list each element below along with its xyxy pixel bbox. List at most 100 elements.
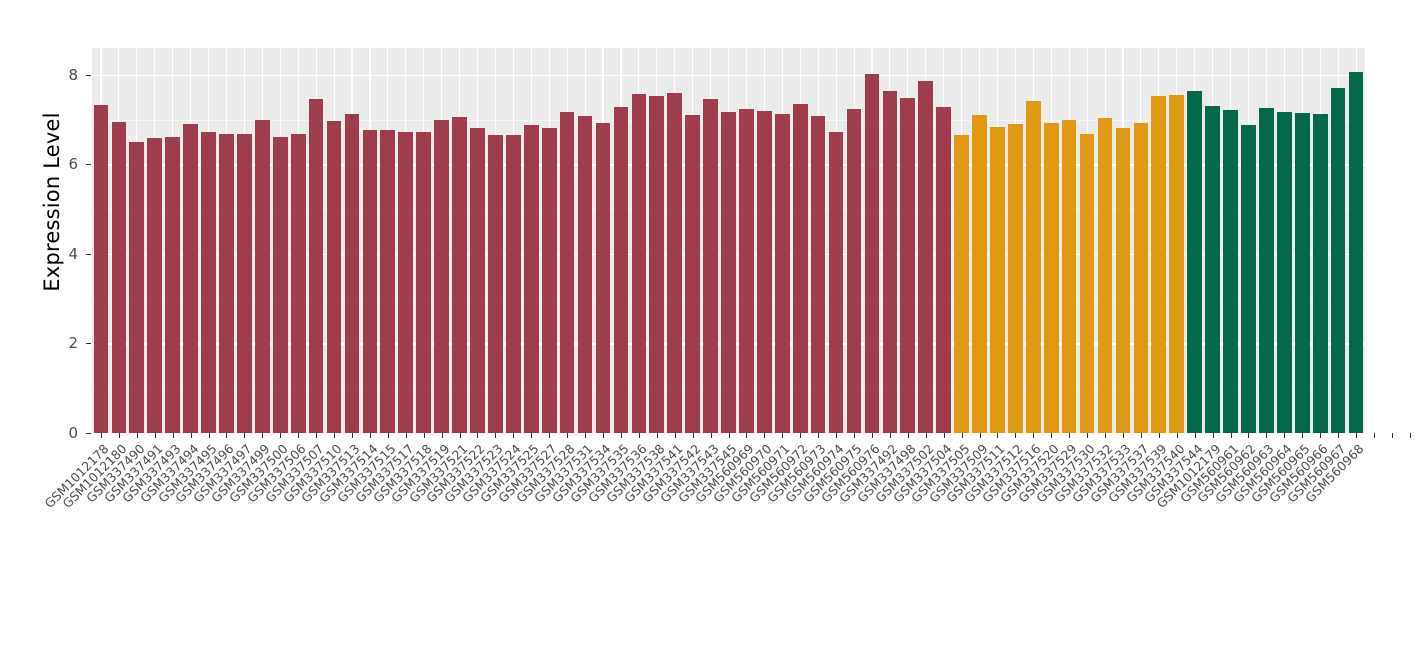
bar[interactable] (990, 126, 1005, 433)
x-tick-mark (1391, 433, 1393, 438)
x-tick-mark (1356, 433, 1358, 438)
bar[interactable] (936, 106, 951, 433)
x-tick-mark (1302, 433, 1304, 438)
bar[interactable] (774, 114, 790, 433)
bar[interactable] (434, 119, 449, 433)
bar[interactable] (1025, 100, 1041, 433)
bar[interactable] (721, 112, 736, 433)
bar[interactable] (290, 133, 306, 433)
bar[interactable] (380, 129, 396, 433)
bar[interactable] (93, 104, 109, 433)
x-tick-mark (1338, 433, 1340, 438)
bar[interactable] (362, 130, 378, 433)
bar[interactable] (1151, 96, 1167, 433)
bar[interactable] (810, 116, 826, 433)
bar[interactable] (1079, 134, 1095, 433)
bar[interactable] (344, 114, 360, 433)
bar[interactable] (685, 114, 700, 433)
bar[interactable] (631, 94, 647, 433)
bar[interactable] (1169, 95, 1185, 433)
y-tick-label: 8 (68, 65, 78, 84)
x-tick-mark (656, 433, 658, 438)
x-tick-mark (728, 433, 730, 438)
bar[interactable] (757, 110, 772, 433)
bar[interactable] (667, 93, 683, 433)
bar[interactable] (1330, 88, 1346, 433)
x-tick-mark (889, 433, 891, 438)
bar[interactable] (165, 137, 181, 433)
bar[interactable] (147, 138, 163, 433)
bar[interactable] (1133, 122, 1149, 433)
x-tick-mark (764, 433, 766, 438)
x-tick-mark (602, 433, 604, 438)
x-tick-mark (226, 433, 228, 438)
bar[interactable] (846, 109, 862, 433)
x-tick-mark (477, 433, 479, 438)
y-tick-label: 2 (68, 334, 78, 353)
bar[interactable] (882, 90, 898, 433)
bar[interactable] (577, 115, 593, 433)
bar[interactable] (326, 120, 342, 433)
bar[interactable] (864, 73, 880, 433)
y-tick-label: 6 (68, 155, 78, 174)
bar[interactable] (237, 133, 252, 433)
bar[interactable] (739, 109, 754, 433)
y-tick-label: 0 (68, 424, 78, 442)
bar[interactable] (828, 132, 844, 433)
bar[interactable] (416, 131, 432, 433)
bar[interactable] (595, 123, 611, 433)
bar[interactable] (972, 115, 987, 433)
bar[interactable] (703, 99, 718, 433)
bar[interactable] (254, 119, 270, 433)
bar[interactable] (1276, 111, 1292, 433)
bar[interactable] (272, 136, 288, 433)
bar[interactable] (792, 103, 808, 433)
x-tick-mark (1373, 433, 1375, 438)
bar[interactable] (183, 124, 198, 433)
bar[interactable] (398, 132, 414, 433)
bar[interactable] (1061, 120, 1077, 433)
bar[interactable] (111, 121, 127, 433)
bar[interactable] (470, 127, 485, 433)
x-tick-mark (136, 433, 138, 438)
bar[interactable] (954, 134, 969, 433)
bar[interactable] (308, 98, 324, 433)
bar[interactable] (505, 134, 521, 433)
bar[interactable] (918, 80, 934, 433)
bar[interactable] (613, 107, 629, 433)
x-tick-mark (405, 433, 407, 438)
x-tick-mark (1051, 433, 1053, 438)
bar[interactable] (1259, 107, 1274, 433)
x-tick-mark (1176, 433, 1178, 438)
bar[interactable] (1312, 113, 1328, 433)
bar[interactable] (523, 125, 539, 433)
bar[interactable] (649, 95, 665, 433)
x-tick-mark (118, 433, 120, 438)
bar[interactable] (1348, 71, 1364, 433)
x-tick-mark (1409, 433, 1411, 438)
bar[interactable] (1043, 122, 1059, 433)
bar[interactable] (1223, 109, 1238, 433)
bar[interactable] (219, 133, 234, 433)
x-tick-mark (871, 433, 873, 438)
bar[interactable] (559, 112, 575, 433)
bar[interactable] (1115, 127, 1131, 433)
bar[interactable] (201, 132, 216, 433)
bar[interactable] (1008, 124, 1023, 433)
x-tick-mark (1284, 433, 1286, 438)
x-tick-mark (172, 433, 174, 438)
bar[interactable] (452, 116, 467, 433)
x-tick-mark (351, 433, 353, 438)
bar[interactable] (541, 127, 557, 433)
bar[interactable] (900, 98, 916, 433)
x-tick-mark (782, 433, 784, 438)
x-tick-mark (692, 433, 694, 438)
bar[interactable] (1294, 113, 1310, 433)
bar[interactable] (1097, 118, 1113, 433)
bar[interactable] (1187, 90, 1202, 433)
bar[interactable] (1241, 125, 1256, 433)
bar[interactable] (129, 142, 145, 433)
x-tick-mark (100, 433, 102, 438)
bar[interactable] (1205, 106, 1220, 433)
bar[interactable] (488, 135, 503, 433)
